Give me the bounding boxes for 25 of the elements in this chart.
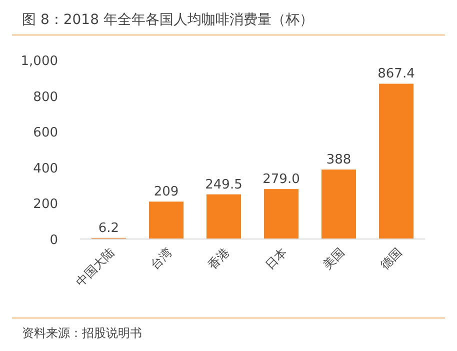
bar <box>264 189 298 239</box>
x-tick-label: 香港 <box>205 245 232 272</box>
data-label: 249.5 <box>205 177 242 192</box>
y-tick-label: 600 <box>33 126 58 141</box>
bar <box>322 170 356 239</box>
x-tick-label: 日本 <box>262 245 290 272</box>
y-tick-label: 1,000 <box>20 54 58 69</box>
bar <box>206 194 241 239</box>
text: 资料来源：招股说明书 <box>22 326 142 340</box>
data-label: 388 <box>326 152 352 168</box>
bar <box>379 84 414 239</box>
data-label: 6.2 <box>98 220 120 236</box>
data-label: 209 <box>154 184 179 200</box>
x-tick-label: 德国 <box>378 245 404 272</box>
y-tick-label: 200 <box>33 197 58 212</box>
y-tick-label: 400 <box>33 161 58 176</box>
y-tick-label: 0 <box>50 233 58 248</box>
x-tick-label: 台湾 <box>148 245 174 272</box>
title: 图 8：2018 年全年各国人均咖啡消费量（杯） <box>22 12 314 28</box>
data-label: 279.0 <box>262 172 300 188</box>
x-tick-label: 中国大陆 <box>73 245 117 290</box>
bar <box>149 202 184 239</box>
y-tick-label: 800 <box>33 90 58 105</box>
data-label: 867.4 <box>378 66 415 82</box>
x-tick-label: 美国 <box>320 245 347 272</box>
